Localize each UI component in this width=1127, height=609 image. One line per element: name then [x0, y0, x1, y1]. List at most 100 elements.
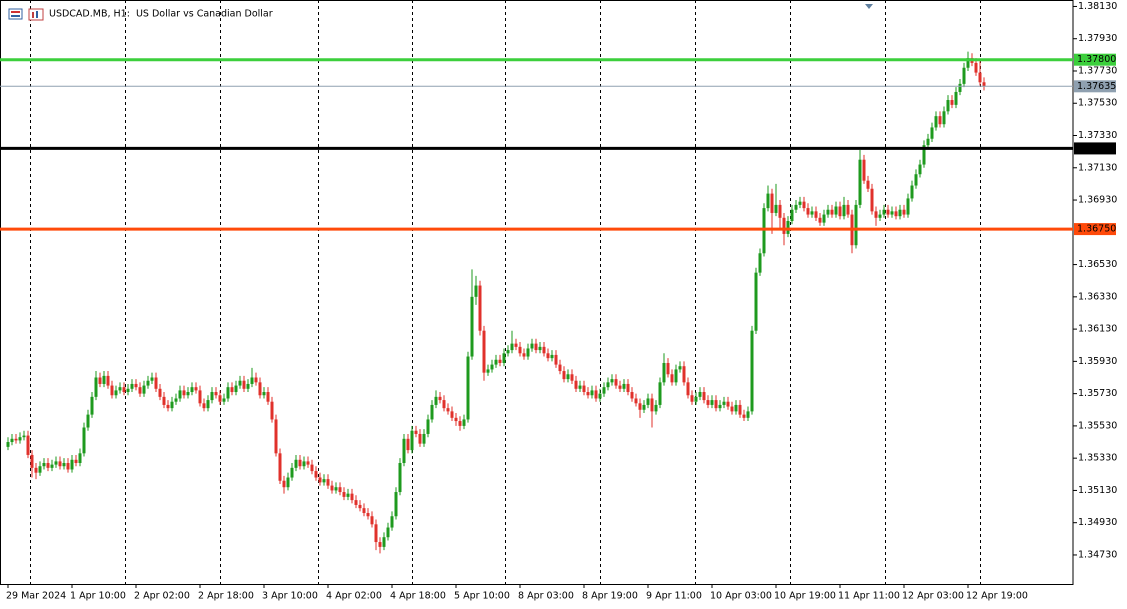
candle-body — [762, 208, 766, 254]
candle-body — [754, 272, 758, 331]
candle-body — [258, 382, 262, 396]
candle-body — [98, 377, 102, 384]
candle-body — [574, 380, 578, 389]
candle-body — [322, 479, 326, 483]
candle-body — [434, 396, 438, 405]
candle-body — [738, 404, 742, 415]
candle-body — [222, 398, 226, 402]
candle-body — [454, 417, 458, 422]
candle-body — [206, 400, 210, 409]
candle-body — [782, 217, 786, 234]
candle-body — [918, 164, 922, 175]
level-label-box — [1074, 53, 1116, 66]
x-tick-label: 5 Apr 10:00 — [454, 591, 510, 602]
candle-body — [346, 493, 350, 497]
candle-body — [438, 396, 442, 401]
candle-body — [374, 524, 378, 543]
candle-body — [926, 138, 930, 146]
candle-body — [734, 404, 738, 412]
candle-body — [598, 393, 602, 399]
candle-body — [142, 385, 146, 394]
shift-marker[interactable] — [865, 4, 873, 9]
candle-body — [238, 380, 242, 386]
candle-body — [266, 392, 270, 402]
y-tick-label: 1.37130 — [1078, 162, 1117, 173]
candle-body — [298, 459, 302, 467]
candle-body — [882, 209, 886, 215]
candle-body — [190, 387, 194, 393]
plot-frame — [0, 0, 1074, 585]
y-tick-label: 1.38130 — [1078, 1, 1117, 12]
candle-body — [954, 91, 958, 105]
candle-body — [318, 477, 322, 483]
candle-body — [810, 211, 814, 215]
level-label: 1.37800 — [1077, 54, 1116, 65]
candle-body — [510, 343, 514, 351]
candle-body — [794, 204, 798, 210]
x-tick-label: 8 Apr 03:00 — [518, 591, 574, 602]
candle-body — [578, 385, 582, 389]
candle-body — [530, 343, 534, 349]
candle-body — [686, 382, 690, 396]
candle-body — [102, 375, 106, 384]
candle-body — [610, 379, 614, 383]
candle-body — [358, 504, 362, 509]
candle-body — [786, 221, 790, 234]
candle-body — [862, 159, 866, 181]
candle-body — [418, 433, 422, 444]
candle-body — [606, 382, 610, 388]
candle-body — [746, 411, 750, 418]
candle-body — [974, 62, 978, 73]
candle-body — [158, 388, 162, 397]
y-tick-label: 1.36530 — [1078, 259, 1117, 270]
candle-body — [114, 390, 118, 396]
candle-body — [250, 377, 254, 384]
candle-body — [554, 354, 558, 365]
candle-body — [278, 453, 282, 481]
candle-body — [618, 385, 622, 389]
level-label-box — [1074, 142, 1116, 155]
candle-body — [166, 404, 170, 409]
candle-body — [18, 437, 22, 441]
candle-body — [38, 466, 42, 473]
candle-body — [590, 390, 594, 396]
icon — [8, 8, 23, 20]
candle-body — [334, 487, 338, 491]
candle-body — [74, 459, 78, 464]
bid-label-box — [1074, 80, 1116, 93]
toolbar-icons — [8, 8, 44, 21]
candle-body — [894, 211, 898, 217]
x-tick-label: 29 Mar 2024 — [6, 591, 66, 602]
candle-body — [626, 383, 630, 393]
candle-body — [478, 285, 482, 331]
candle-body — [506, 350, 510, 354]
icon — [36, 11, 38, 18]
candle-body — [414, 430, 418, 434]
candle-body — [290, 467, 294, 478]
candle-body — [150, 377, 154, 381]
candle-body — [218, 395, 222, 402]
candle-body — [942, 111, 946, 125]
candle-body — [178, 390, 182, 399]
candle-body — [546, 353, 550, 359]
candle-body — [910, 185, 914, 199]
candle-body — [442, 400, 446, 409]
candle-body — [570, 374, 574, 381]
candle-body — [542, 346, 546, 354]
candle-body — [722, 401, 726, 405]
candle-body — [550, 354, 554, 359]
level-label-box — [1074, 223, 1116, 236]
candle-body — [878, 214, 882, 218]
candle-body — [814, 211, 818, 218]
chart-title: USDCAD.MB, H1: US Dollar vs Canadian Dol… — [49, 9, 273, 20]
candle-body — [790, 209, 794, 222]
x-tick-label: 4 Apr 02:00 — [326, 591, 382, 602]
candle-body — [822, 214, 826, 223]
candle-body — [302, 461, 306, 467]
candle-body — [718, 404, 722, 409]
candle-body — [538, 346, 542, 351]
candle-body — [534, 343, 538, 351]
x-tick-label: 9 Apr 11:00 — [646, 591, 702, 602]
candle-body — [466, 356, 470, 420]
